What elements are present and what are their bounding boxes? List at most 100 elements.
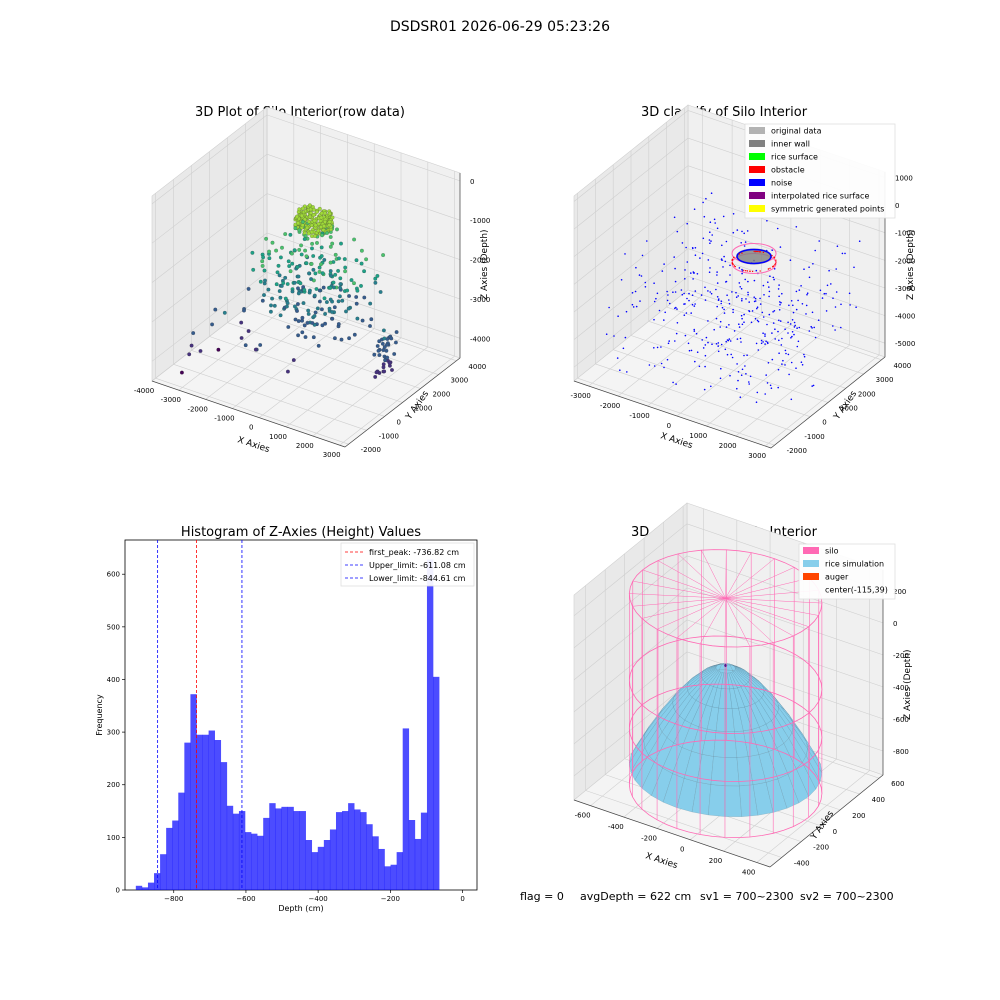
histogram-bar	[293, 811, 300, 890]
raw-data-point	[323, 219, 327, 224]
x-tick-label: 3000	[323, 451, 341, 459]
histogram-bar	[287, 806, 294, 890]
noise-point	[729, 374, 731, 377]
noise-point	[764, 393, 766, 395]
noise-point	[805, 313, 807, 315]
x-tick-label: 2000	[719, 442, 737, 450]
noise-point	[622, 347, 625, 350]
raw-data-point	[394, 330, 399, 335]
raw-data-point	[267, 249, 272, 254]
noise-point	[784, 349, 787, 352]
noise-point	[848, 292, 851, 295]
histogram-bar	[166, 827, 173, 890]
raw-data-point	[262, 293, 266, 298]
noise-point	[705, 197, 707, 200]
raw-data-point	[385, 337, 390, 341]
raw-data-point	[300, 223, 305, 228]
noise-point	[674, 280, 677, 283]
noise-point	[732, 231, 735, 234]
y-tick-label: 400	[107, 676, 120, 684]
noise-point	[772, 276, 775, 279]
raw-data-point	[210, 322, 215, 327]
y-tick-label: 2000	[432, 391, 450, 399]
raw-data-point	[313, 310, 318, 315]
raw-data-point	[300, 330, 305, 335]
raw-data-point	[368, 301, 373, 306]
obstacle-point	[751, 270, 754, 273]
noise-point	[772, 311, 774, 313]
noise-point	[716, 296, 719, 298]
raw-data-point	[377, 339, 382, 344]
noise-point	[763, 294, 765, 296]
noise-point	[770, 387, 773, 390]
grid-line	[151, 193, 461, 283]
raw-data-point	[390, 368, 394, 372]
noise-point	[684, 278, 686, 280]
raw-data-point	[309, 223, 314, 228]
raw-data-point	[285, 301, 290, 306]
noise-point	[672, 291, 674, 294]
histogram-x-label: Depth (cm)	[278, 904, 323, 913]
noise-point	[664, 311, 666, 314]
raw-data-point	[339, 337, 344, 342]
noise-point	[704, 299, 707, 301]
silo-roof-spoke	[725, 558, 775, 599]
raw-data-point	[287, 264, 292, 269]
noise-point	[748, 383, 750, 385]
z-tick-label: -200	[893, 652, 909, 660]
raw-data-point	[320, 271, 325, 276]
raw-data-point	[383, 358, 388, 363]
noise-point	[743, 313, 745, 316]
grid-line	[151, 153, 461, 244]
noise-point	[704, 286, 706, 289]
z-tick-label: -2000	[895, 257, 915, 265]
noise-point	[648, 364, 651, 366]
histogram-bar	[232, 813, 240, 890]
noise-point	[653, 318, 655, 321]
raw-data-point	[340, 298, 345, 303]
noise-point	[699, 257, 701, 259]
raw-data-point	[286, 369, 290, 374]
noise-point	[704, 344, 707, 346]
noise-point	[726, 294, 728, 297]
noise-point	[692, 247, 694, 250]
noise-point	[740, 314, 743, 317]
noise-point	[821, 297, 824, 299]
histogram-bar	[329, 829, 337, 890]
obstacle-point	[774, 263, 777, 265]
noise-point	[635, 305, 638, 308]
raw-data-point	[299, 213, 304, 218]
noise-point	[728, 324, 730, 326]
y-tick-label: 2000	[858, 390, 876, 398]
raw-data-point	[338, 285, 343, 290]
noise-point	[789, 259, 792, 262]
raw-data-point	[278, 295, 283, 300]
raw-data-point	[297, 228, 302, 233]
noise-point	[674, 267, 676, 270]
y-tick-label: -200	[813, 844, 829, 852]
x-tick-label: -4000	[134, 387, 154, 395]
noise-point	[759, 303, 762, 305]
raw-data-point	[305, 321, 310, 325]
x-tick-label: 0	[680, 846, 684, 854]
noise-point	[757, 320, 760, 323]
raw-data-point	[242, 308, 246, 313]
legend-swatch	[749, 140, 765, 147]
z-tick-label: -600	[893, 716, 909, 724]
grid-line	[151, 271, 461, 362]
noise-point	[810, 325, 812, 328]
noise-point	[832, 297, 834, 300]
raw-data-point	[389, 336, 394, 341]
panel-simulation-3d: 3D simulation of Silo Interior -600-400-…	[573, 502, 913, 877]
noise-point	[632, 306, 635, 308]
noise-point	[797, 340, 800, 343]
noise-point	[745, 298, 747, 300]
raw-data-point	[362, 295, 367, 300]
noise-point	[667, 294, 669, 296]
obstacle-point	[749, 270, 751, 272]
histogram-bar	[360, 812, 367, 890]
raw-data-point	[333, 336, 337, 341]
noise-point	[691, 294, 694, 297]
simulation-tick-labels: -600-400-2000200400-400-2000200400600-80…	[575, 588, 909, 877]
grid-line	[573, 275, 886, 368]
